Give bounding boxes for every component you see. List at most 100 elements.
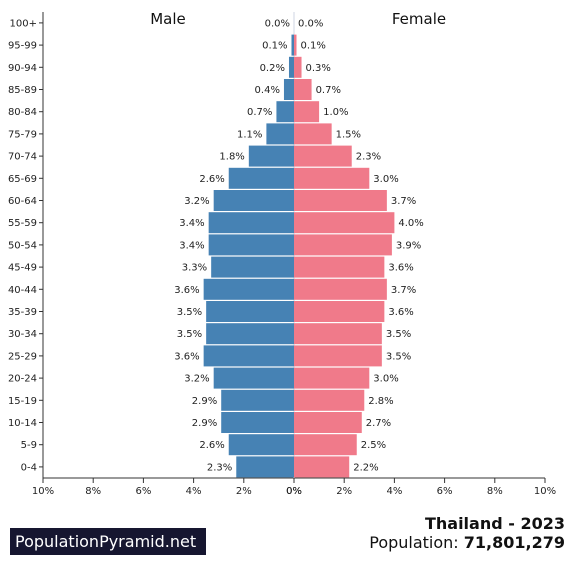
male-value-label: 2.6% — [199, 440, 224, 451]
male-bar — [228, 434, 294, 456]
female-bar — [294, 389, 365, 411]
age-group-label: 80-84 — [8, 107, 37, 118]
female-bar — [294, 79, 312, 100]
female-value-label: 3.0% — [373, 174, 398, 185]
population-line: Population: 71,801,279 — [369, 533, 565, 552]
male-bar — [221, 412, 294, 433]
male-value-label: 2.9% — [192, 418, 217, 429]
female-bar — [294, 101, 320, 123]
female-value-label: 0.0% — [298, 18, 323, 29]
x-tick-label: 2% — [336, 486, 352, 497]
age-group-label: 25-29 — [8, 351, 37, 362]
brand-badge[interactable]: PopulationPyramid.net — [10, 528, 206, 555]
female-value-label: 3.7% — [391, 196, 416, 207]
population-pyramid-chart: 10% 8% 6% 4% 2% 0%0% 2% 4% 6% 8% 10% 0-4 2.3% 2.2%5-… — [8, 10, 556, 497]
age-group-label: 5-9 — [21, 440, 37, 451]
female-bar — [294, 367, 370, 389]
male-value-label: 0.4% — [255, 85, 280, 96]
female-bar — [294, 323, 382, 345]
x-tick-label: 10% — [534, 486, 556, 497]
x-tick-label: 6% — [437, 486, 453, 497]
male-series-title: Male — [150, 10, 186, 28]
male-bar — [206, 301, 294, 322]
male-value-label: 0.2% — [260, 63, 285, 74]
x-tick-label: 4% — [186, 486, 202, 497]
female-value-label: 2.5% — [361, 440, 386, 451]
female-value-label: 4.0% — [398, 218, 423, 229]
female-value-label: 3.9% — [396, 240, 421, 251]
female-bar — [294, 145, 352, 167]
male-bar — [248, 145, 294, 167]
age-group-label: 90-94 — [8, 63, 37, 74]
x-tick-label: 8% — [487, 486, 503, 497]
female-bar — [294, 167, 370, 189]
male-value-label: 3.4% — [179, 218, 204, 229]
male-value-label: 2.9% — [192, 396, 217, 407]
male-value-label: 3.4% — [179, 240, 204, 251]
male-bar — [288, 56, 294, 78]
x-tick-label: 0% — [286, 486, 302, 497]
female-bar — [294, 123, 332, 145]
female-bar — [294, 190, 387, 211]
age-group-label: 40-44 — [8, 285, 37, 296]
female-value-label: 2.8% — [368, 396, 393, 407]
male-bar — [291, 34, 294, 56]
female-value-label: 2.3% — [356, 152, 381, 163]
male-bar — [228, 167, 294, 189]
male-value-label: 3.2% — [184, 196, 209, 207]
x-tick-label: 10% — [32, 486, 54, 497]
female-value-label: 1.5% — [336, 129, 361, 140]
male-bar — [213, 367, 294, 389]
male-bar — [203, 345, 294, 367]
age-group-label: 100+ — [10, 18, 37, 29]
female-bar — [294, 256, 385, 278]
female-value-label: 3.6% — [388, 263, 413, 274]
age-group-label: 60-64 — [8, 196, 37, 207]
age-group-label: 15-19 — [8, 396, 37, 407]
male-value-label: 3.3% — [182, 263, 207, 274]
female-bar — [294, 301, 385, 322]
female-value-label: 0.1% — [301, 41, 326, 52]
male-bar — [236, 456, 294, 478]
male-value-label: 2.3% — [207, 462, 232, 473]
female-series-title: Female — [392, 10, 446, 28]
female-value-label: 2.2% — [353, 462, 378, 473]
male-value-label: 3.5% — [177, 307, 202, 318]
female-value-label: 3.5% — [386, 351, 411, 362]
female-bar — [294, 34, 297, 56]
population-label: Population: — [369, 533, 459, 552]
chart-labels: 0-4 2.3% 2.2% 5-9 2.6% 2.5% 10-14 2.9% 2.7% 15-19… — [8, 18, 424, 473]
male-value-label: 3.2% — [184, 374, 209, 385]
chart-bars — [203, 34, 395, 478]
x-tick-label: 0% — [286, 486, 302, 497]
female-value-label: 3.0% — [373, 374, 398, 385]
age-group-label: 70-74 — [8, 152, 37, 163]
male-bar — [211, 256, 294, 278]
x-tick-label: 4% — [386, 486, 402, 497]
male-bar — [208, 234, 294, 256]
age-group-label: 50-54 — [8, 240, 37, 251]
male-bar — [266, 123, 294, 145]
age-group-label: 85-89 — [8, 85, 37, 96]
age-group-label: 65-69 — [8, 174, 37, 185]
female-value-label: 0.7% — [316, 85, 341, 96]
male-value-label: 0.1% — [262, 41, 287, 52]
female-value-label: 0.3% — [306, 63, 331, 74]
x-tick-label: 8% — [85, 486, 101, 497]
age-group-label: 45-49 — [8, 263, 37, 274]
female-bar — [294, 212, 395, 234]
male-value-label: 3.6% — [174, 351, 199, 362]
age-group-label: 95-99 — [8, 41, 37, 52]
age-group-label: 30-34 — [8, 329, 37, 340]
male-value-label: 3.5% — [177, 329, 202, 340]
male-bar — [283, 79, 294, 100]
female-value-label: 3.5% — [386, 329, 411, 340]
male-bar — [221, 389, 294, 411]
age-group-label: 10-14 — [8, 418, 37, 429]
population-value: 71,801,279 — [463, 533, 565, 552]
male-bar — [213, 190, 294, 211]
age-group-label: 75-79 — [8, 129, 37, 140]
female-value-label: 2.7% — [366, 418, 391, 429]
male-value-label: 1.8% — [219, 152, 244, 163]
female-bar — [294, 345, 382, 367]
